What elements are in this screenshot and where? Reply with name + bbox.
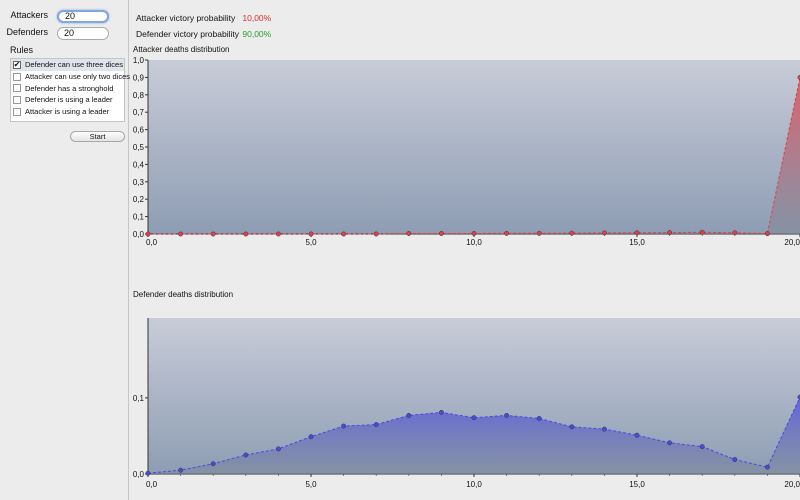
data-point — [341, 423, 347, 429]
y-tick-label: 0,5 — [133, 143, 145, 152]
data-point — [569, 230, 575, 236]
data-point — [667, 440, 673, 446]
rule-label: Attacker is using a leader — [25, 107, 110, 117]
settings-panel: Attackers 20 Defenders 20 Rules ✔ Defende… — [0, 0, 130, 500]
series-line — [147, 396, 800, 474]
x-tick-label: 15,0 — [629, 238, 645, 247]
attacker-chart-title: Attacker deaths distribution — [133, 45, 230, 54]
data-point — [536, 230, 542, 236]
data-point — [732, 457, 738, 462]
y-tick-label: 1,0 — [133, 56, 145, 65]
data-point — [243, 231, 249, 237]
data-point — [504, 230, 510, 236]
data-point — [308, 434, 314, 440]
x-tick-label: 10,0 — [466, 480, 482, 489]
data-point — [373, 231, 379, 237]
data-point — [699, 229, 705, 235]
y-tick-label: 0,0 — [133, 230, 145, 239]
rule-label: Attacker can use only two dices — [25, 72, 131, 82]
attacker-deaths-chart: 0,0 0,1 0,2 0,3 0,4 0,5 0,6 0,7 0,8 0,9 1,0 0,0 5,0 1… — [133, 56, 800, 247]
data-point — [634, 230, 640, 236]
y-tick-label: 0,3 — [133, 178, 145, 187]
data-point — [536, 415, 542, 421]
data-point — [504, 412, 510, 418]
y-tick-label: 0,0 — [133, 470, 145, 479]
rule-item[interactable]: ✔ Defender can use three dices — [11, 59, 124, 71]
attackers-input[interactable]: 20 — [57, 10, 109, 23]
defender-victory-label: Defender victory probability — [136, 29, 239, 39]
rule-item[interactable]: Attacker is using a leader — [11, 106, 124, 118]
data-point — [601, 230, 607, 236]
x-tick-label: 10,0 — [466, 238, 482, 247]
data-point — [438, 409, 444, 415]
data-point — [471, 415, 477, 421]
y-tick-label: 0,2 — [133, 195, 145, 204]
data-point — [406, 231, 412, 236]
data-point — [406, 412, 412, 418]
x-tick-label: 5,0 — [305, 238, 317, 247]
data-point — [634, 432, 640, 438]
rule-label: Defender has a stronghold — [25, 83, 114, 93]
rules-label: Rules — [10, 45, 34, 55]
data-point — [471, 231, 477, 236]
data-point — [667, 230, 673, 236]
data-point — [178, 467, 184, 473]
data-point — [178, 231, 184, 237]
data-point — [732, 230, 738, 236]
data-point — [210, 231, 216, 237]
rule-checkbox[interactable]: ✔ — [13, 59, 21, 69]
x-tick-label: 0,0 — [146, 238, 158, 247]
defender-chart-title: Defender deaths distribution — [133, 290, 234, 299]
data-point — [699, 444, 705, 450]
x-tick-label: 5,0 — [305, 480, 317, 489]
y-tick-label: 0,7 — [133, 108, 145, 117]
data-point — [341, 231, 347, 237]
y-tick-label: 0,1 — [133, 213, 145, 222]
x-tick-label: 20,0 — [784, 238, 800, 247]
data-point — [569, 424, 575, 430]
rule-label: Defender is using a leader — [25, 95, 113, 105]
data-point — [373, 422, 379, 427]
y-tick-label: 0,6 — [133, 126, 145, 135]
defender-deaths-chart: 0,0 0,1 0,0 5,0 10,0 15,0 20,0 — [133, 318, 800, 489]
data-point — [764, 231, 770, 237]
defenders-label: Defenders — [6, 27, 48, 37]
rule-checkbox[interactable] — [13, 95, 21, 104]
rule-checkbox[interactable] — [13, 72, 21, 81]
plot-area — [148, 60, 800, 234]
data-point — [308, 231, 314, 237]
data-point — [145, 470, 151, 476]
x-tick-label: 0,0 — [146, 480, 158, 489]
data-point — [601, 426, 607, 432]
rule-item[interactable]: Defender is using a leader — [11, 94, 124, 106]
x-tick-label: 15,0 — [629, 480, 645, 489]
data-point — [764, 464, 770, 470]
y-tick-label: 0,4 — [133, 160, 145, 169]
series-area — [148, 397, 800, 474]
x-tick-label: 20,0 — [784, 480, 800, 489]
defenders-input[interactable]: 20 — [57, 27, 109, 40]
rule-item[interactable]: Defender has a stronghold — [11, 82, 124, 94]
y-tick-label: 0,1 — [133, 394, 145, 403]
y-tick-label: 0,9 — [133, 73, 145, 82]
attackers-label: Attackers — [10, 10, 48, 20]
rule-checkbox[interactable] — [13, 84, 21, 93]
rule-item[interactable]: Attacker can use only two dices — [11, 71, 130, 83]
data-point — [275, 446, 281, 452]
defender-victory-row: Defender victory probability 90,00% — [136, 29, 271, 39]
attacker-victory-label: Attacker victory probability — [136, 13, 236, 23]
data-point — [438, 231, 444, 236]
rules-list: ✔ Defender can use three dices Attacker ca… — [10, 58, 130, 122]
data-point — [210, 461, 216, 467]
attacker-victory-value: 10,00% — [242, 13, 272, 23]
data-point — [145, 231, 151, 237]
data-point — [243, 452, 249, 458]
defender-victory-value: 90,00% — [242, 29, 272, 39]
attacker-victory-row: Attacker victory probability 10,00% — [136, 13, 271, 23]
start-button[interactable]: Start — [70, 131, 125, 142]
y-tick-label: 0,8 — [133, 91, 145, 100]
data-point — [275, 231, 281, 237]
rule-label: Defender can use three dices — [25, 60, 123, 70]
rule-checkbox[interactable] — [13, 107, 21, 116]
